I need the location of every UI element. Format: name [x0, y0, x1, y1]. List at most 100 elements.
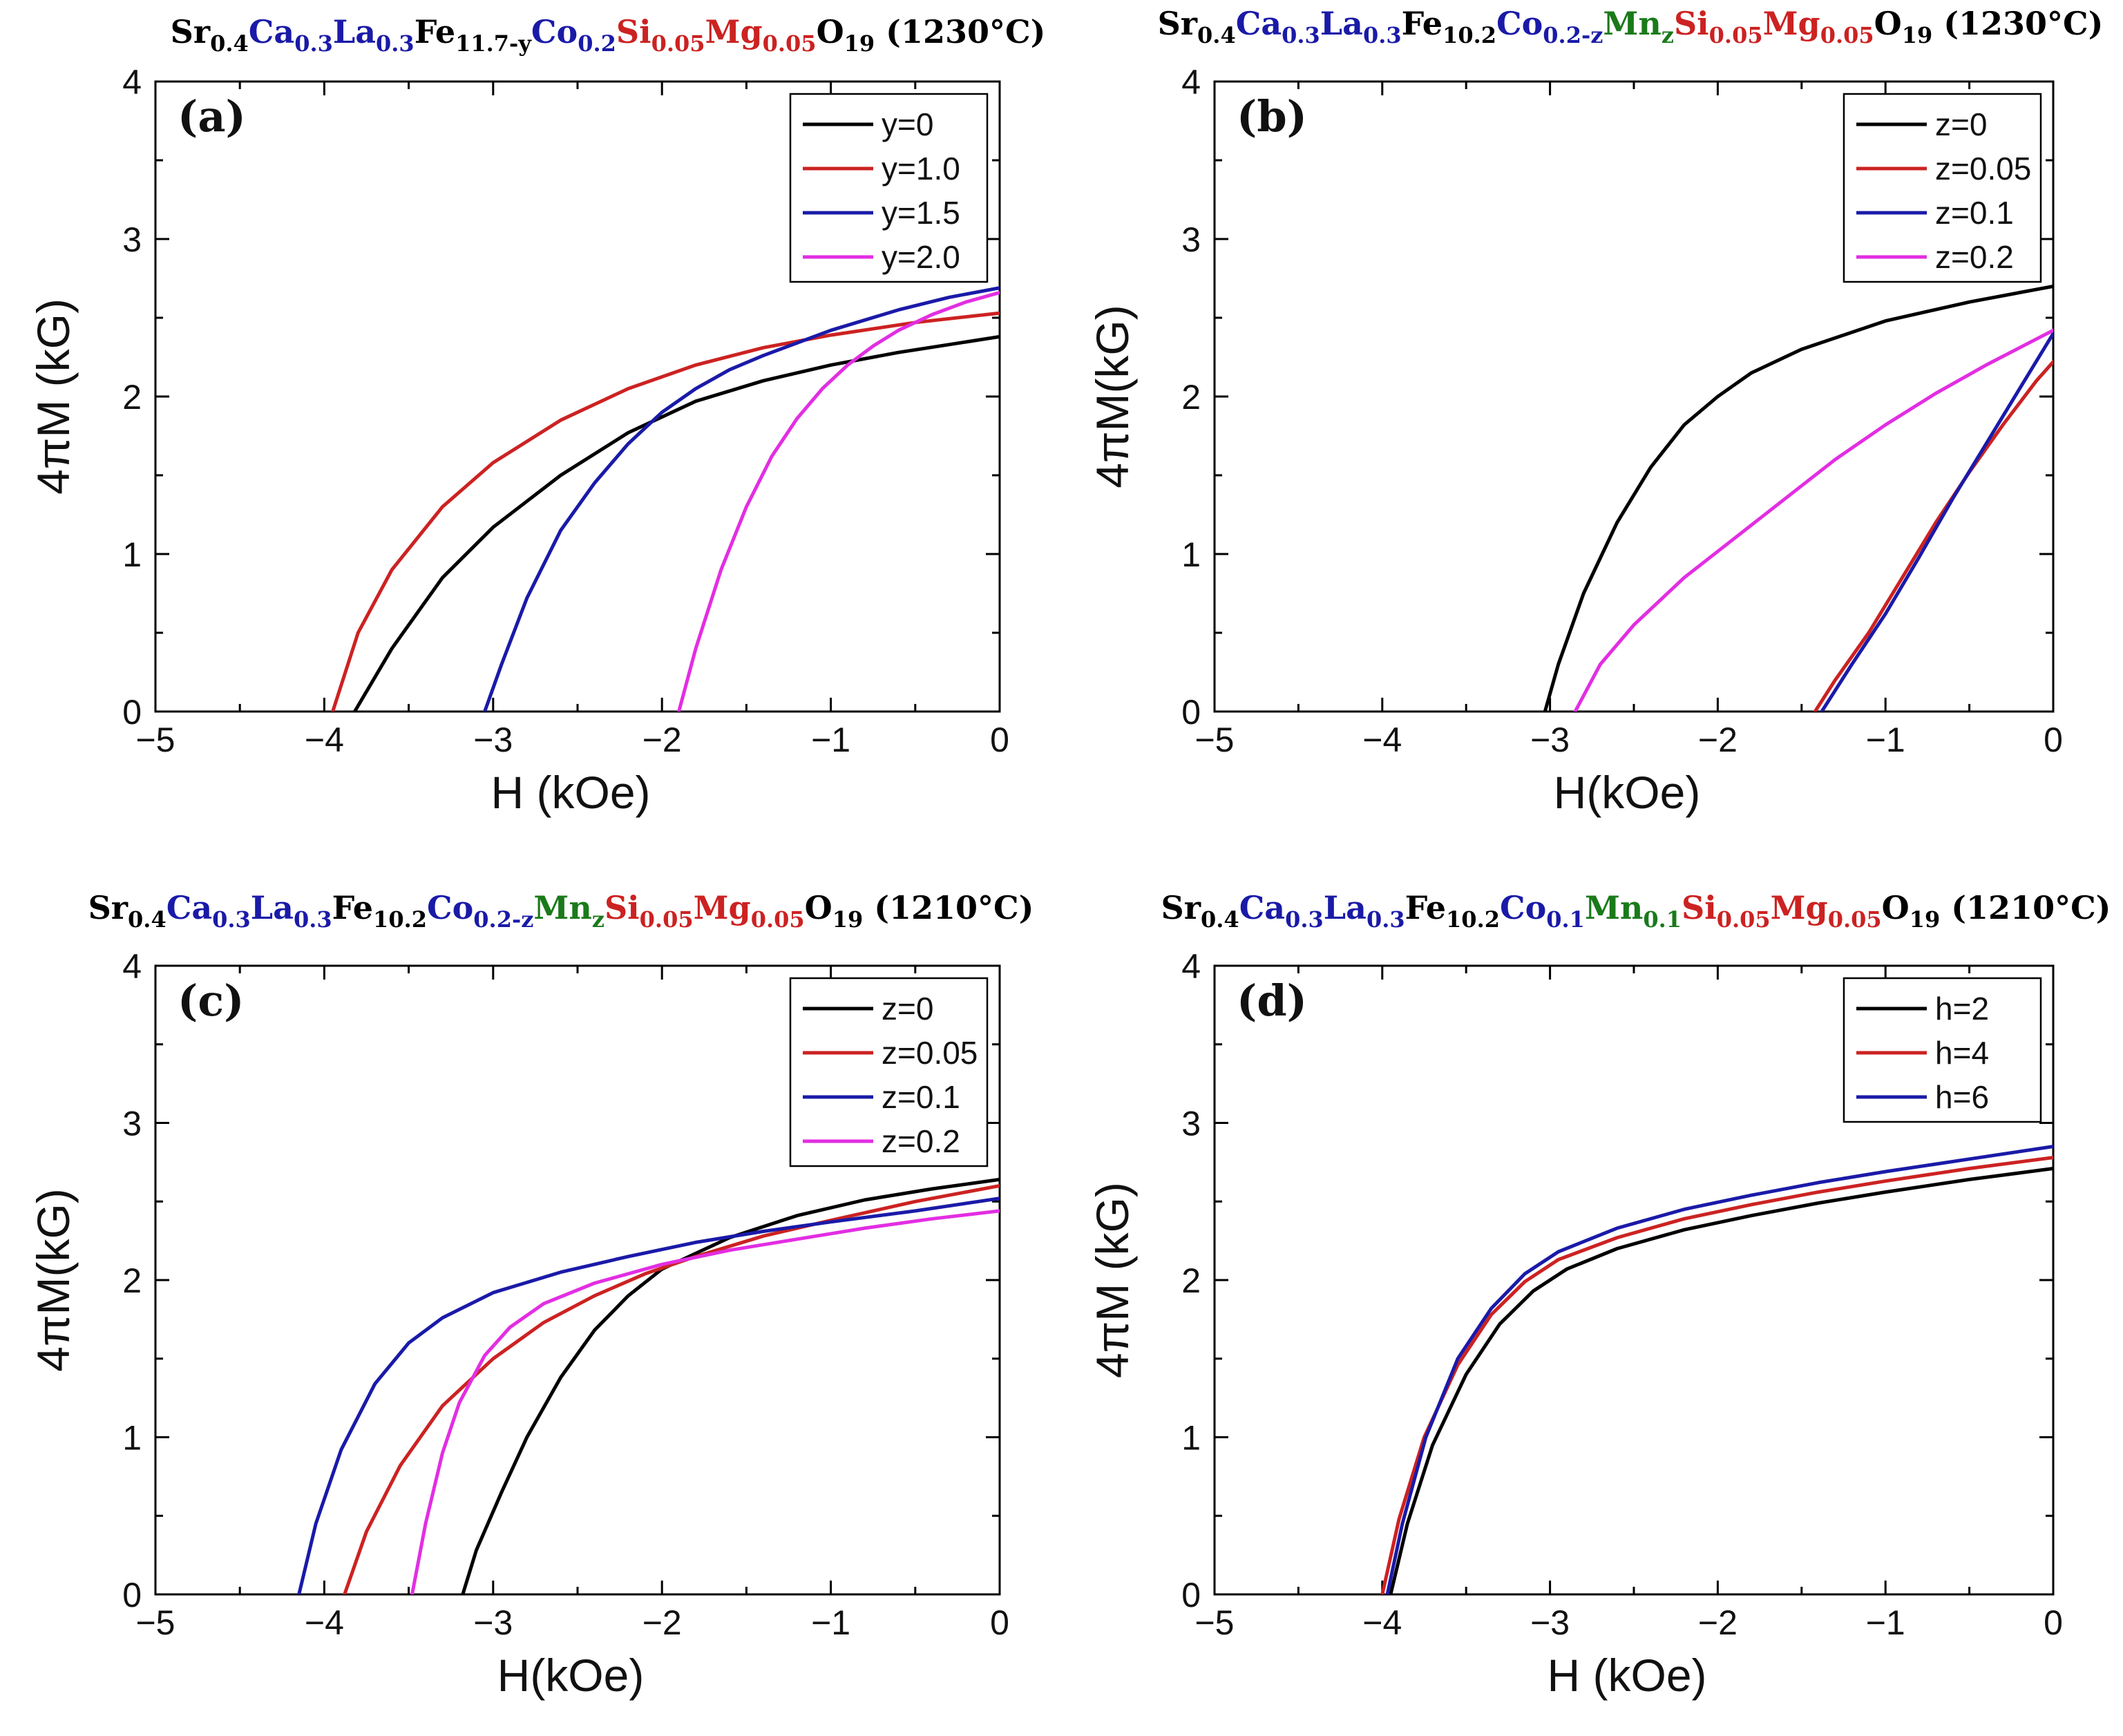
- title-segment: 0.4: [1201, 906, 1239, 933]
- title-segment: O: [817, 13, 844, 50]
- legend-entry-y=1.5: y=1.5: [882, 195, 960, 231]
- title-segment: Fe: [332, 889, 373, 926]
- title-segment: 0.3: [1367, 906, 1405, 933]
- x-tick-label: −3: [473, 721, 513, 759]
- title-segment: La: [1324, 889, 1367, 926]
- x-tick-label: −1: [811, 1603, 850, 1642]
- series-line-z=0.05: [1813, 360, 2053, 712]
- x-tick-label: −3: [1530, 721, 1570, 759]
- title-segment: 0.05: [1709, 22, 1763, 48]
- title-segment: 0.4: [128, 906, 166, 933]
- panel-a-title: Sr0.4Ca0.3La0.3Fe11.7-yCo0.2Si0.05Mg0.05…: [171, 13, 1046, 57]
- y-tick-label: 4: [1181, 63, 1201, 102]
- y-tick-label: 0: [1181, 1576, 1201, 1614]
- title-segment: Fe: [1405, 889, 1446, 926]
- title-segment: 10.2: [1446, 906, 1500, 933]
- title-segment: 0.3: [1363, 22, 1402, 48]
- title-segment: 0.05: [1820, 22, 1874, 48]
- x-tick-label: −4: [1362, 1603, 1402, 1642]
- title-segment: Co: [531, 13, 578, 50]
- title-segment: O: [805, 889, 832, 926]
- panel-a-label: (a): [178, 91, 246, 142]
- title-segment: Si: [1674, 5, 1709, 42]
- title-segment: 0.2: [578, 30, 616, 57]
- x-tick-label: −3: [473, 1603, 513, 1642]
- title-segment: Ca: [166, 889, 212, 926]
- series-line-z=0: [461, 1177, 1000, 1594]
- title-segment: 0.05: [1717, 906, 1771, 933]
- x-tick-label: 0: [2044, 721, 2063, 759]
- title-segment: 0.3: [1285, 906, 1324, 933]
- title-segment: (1210°C): [863, 889, 1034, 926]
- title-segment: Sr: [1158, 5, 1198, 42]
- title-segment: 19: [1902, 22, 1933, 48]
- title-segment: Ca: [249, 13, 294, 50]
- y-tick-label: 4: [122, 63, 142, 102]
- x-tick-label: −4: [305, 1603, 344, 1642]
- series-line-z=0: [1543, 284, 2053, 712]
- legend-entry-z=0.1: z=0.1: [882, 1079, 960, 1115]
- title-segment: O: [1874, 5, 1902, 42]
- title-segment: Sr: [1161, 889, 1201, 926]
- title-segment: Mn: [1603, 5, 1661, 42]
- title-segment: 0.2-z: [1543, 22, 1603, 48]
- title-segment: Mn: [533, 889, 591, 926]
- panel-a-y-axis-label: 4πM (kG): [28, 298, 79, 495]
- x-tick-label: −1: [1866, 1603, 1905, 1642]
- panel-c-x-axis-label: H(kOe): [497, 1650, 645, 1701]
- x-tick-label: −2: [1698, 1603, 1738, 1642]
- panel-c: Sr0.4Ca0.3La0.3Fe10.2Co0.2-zMnzSi0.05Mg0…: [28, 889, 1034, 1701]
- x-tick-label: −5: [1194, 1603, 1234, 1642]
- title-segment: 0.3: [1282, 22, 1320, 48]
- panel-b: Sr0.4Ca0.3La0.3Fe10.2Co0.2-zMnzSi0.05Mg0…: [1087, 5, 2103, 818]
- title-segment: 0.3: [376, 30, 415, 57]
- series-line-y=2.0: [677, 291, 1000, 712]
- x-tick-label: −2: [1698, 721, 1738, 759]
- title-segment: Fe: [1402, 5, 1443, 42]
- legend-entry-z=0.2: z=0.2: [1935, 239, 2014, 275]
- title-segment: (1210°C): [1940, 889, 2111, 926]
- panel-d-x-axis-label: H (kOe): [1548, 1650, 1707, 1701]
- title-segment: 0.1: [1546, 906, 1585, 933]
- y-tick-label: 3: [122, 220, 142, 259]
- legend-entry-z=0: z=0: [882, 991, 933, 1027]
- title-segment: 0.05: [763, 30, 817, 57]
- y-tick-label: 1: [1181, 1419, 1201, 1458]
- y-tick-label: 4: [1181, 947, 1201, 986]
- title-segment: 0.05: [640, 906, 694, 933]
- y-tick-label: 0: [122, 693, 142, 732]
- y-tick-label: 3: [122, 1105, 142, 1143]
- title-segment: 0.1: [1643, 906, 1682, 933]
- title-segment: La: [333, 13, 376, 50]
- title-segment: Fe: [415, 13, 455, 50]
- x-tick-label: −2: [642, 1603, 682, 1642]
- series-line-z=0.2: [410, 1209, 1000, 1594]
- title-segment: 0.4: [1197, 22, 1236, 48]
- title-segment: (1230°C): [1932, 5, 2103, 42]
- title-segment: La: [1320, 5, 1363, 42]
- panel-b-y-axis-label: 4πM(kG): [1087, 305, 1138, 488]
- legend-entry-h=4: h=4: [1935, 1035, 1989, 1071]
- x-tick-label: 0: [990, 721, 1009, 759]
- x-tick-label: 0: [2044, 1603, 2063, 1642]
- legend-entry-z=0.05: z=0.05: [882, 1035, 978, 1071]
- panel-d-title: Sr0.4Ca0.3La0.3Fe10.2Co0.1Mn0.1Si0.05Mg0…: [1161, 889, 2111, 933]
- title-segment: 10.2: [1443, 22, 1496, 48]
- title-segment: 11.7-y: [455, 30, 532, 57]
- title-segment: 0.05: [1828, 906, 1882, 933]
- panel-c-y-axis-label: 4πM(kG): [28, 1188, 79, 1372]
- y-tick-label: 2: [122, 378, 142, 417]
- title-segment: Co: [427, 889, 473, 926]
- legend-entry-z=0.1: z=0.1: [1935, 195, 2014, 231]
- series-line-z=0.2: [1573, 328, 2053, 712]
- title-segment: Ca: [1236, 5, 1282, 42]
- panel-b-label: (b): [1237, 91, 1307, 142]
- x-tick-label: 0: [990, 1603, 1009, 1642]
- y-tick-label: 1: [122, 535, 142, 574]
- title-segment: Mg: [694, 889, 751, 926]
- legend-entry-z=0: z=0: [1935, 106, 1987, 142]
- panel-d: Sr0.4Ca0.3La0.3Fe10.2Co0.1Mn0.1Si0.05Mg0…: [1087, 889, 2111, 1701]
- panel-c-label: (c): [178, 975, 244, 1026]
- legend-entry-y=0: y=0: [882, 106, 933, 142]
